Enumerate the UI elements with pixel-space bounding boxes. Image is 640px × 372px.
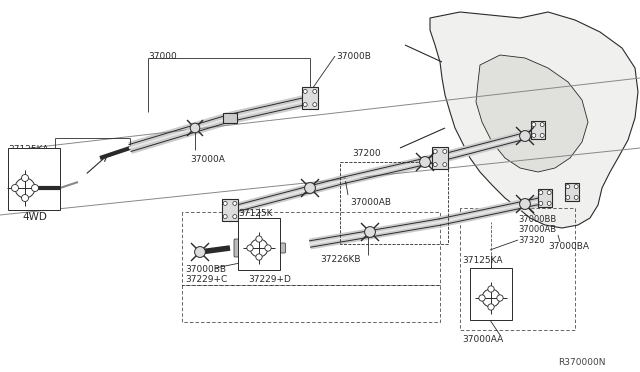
Text: 37229+D: 37229+D [248,275,291,284]
Circle shape [223,201,227,205]
Text: 37000A: 37000A [190,155,225,164]
Text: 37125KA: 37125KA [462,256,502,265]
Circle shape [195,247,205,257]
Circle shape [566,195,570,199]
FancyBboxPatch shape [244,240,255,256]
Text: 4WD: 4WD [22,212,47,222]
Circle shape [256,236,262,242]
Bar [238,218,280,270]
Bar [470,268,512,320]
Bar [222,199,238,221]
Circle shape [223,215,227,219]
Circle shape [233,201,237,205]
Circle shape [247,245,253,251]
Circle shape [256,254,262,260]
Text: 37200: 37200 [352,149,381,158]
Text: 37000B: 37000B [336,52,371,61]
Text: 37000: 37000 [148,52,177,61]
FancyBboxPatch shape [264,242,275,254]
Circle shape [433,163,437,167]
Circle shape [497,295,503,301]
Text: 37229+C: 37229+C [185,275,227,284]
Circle shape [22,174,29,182]
Text: 37125KA: 37125KA [8,145,49,154]
Circle shape [532,134,536,137]
Circle shape [547,201,551,205]
Circle shape [265,245,271,251]
FancyBboxPatch shape [254,241,266,255]
Polygon shape [476,55,588,172]
Bar [302,87,318,109]
Text: 37000AA: 37000AA [462,335,503,344]
Text: 37000AB: 37000AB [518,225,556,234]
FancyBboxPatch shape [234,239,246,257]
Circle shape [547,190,551,195]
Text: 37000BB: 37000BB [518,215,556,224]
Circle shape [12,185,19,192]
Text: 37125K: 37125K [238,209,273,218]
Circle shape [520,199,531,209]
Circle shape [443,163,447,167]
Circle shape [540,134,544,137]
Circle shape [566,185,570,189]
Circle shape [433,150,437,153]
Circle shape [313,103,317,107]
Bar [531,121,545,139]
Text: 37320: 37320 [518,236,545,245]
Circle shape [488,286,494,292]
Circle shape [303,103,307,107]
Text: 2WD: 2WD [22,195,47,205]
Text: 37226KB: 37226KB [320,255,360,264]
Text: 37000BB: 37000BB [185,265,226,274]
Text: 37000BA: 37000BA [548,242,589,251]
Circle shape [540,123,544,126]
Circle shape [22,195,29,202]
Circle shape [574,195,578,199]
Text: R370000N: R370000N [558,358,605,367]
Circle shape [443,150,447,153]
Circle shape [532,123,536,126]
Circle shape [303,89,307,93]
Circle shape [539,190,543,195]
Circle shape [488,304,494,310]
Bar [8,148,60,210]
Bar [538,189,552,207]
Circle shape [31,185,38,192]
Circle shape [190,123,200,133]
Bar [565,183,579,201]
Circle shape [520,131,531,141]
Text: 37000AB: 37000AB [350,198,391,207]
Circle shape [305,183,316,193]
Circle shape [574,185,578,189]
Bar [432,147,448,169]
FancyBboxPatch shape [274,243,285,253]
Circle shape [479,295,485,301]
Polygon shape [430,12,638,228]
Circle shape [539,201,543,205]
Bar [340,162,448,244]
Bar [223,113,237,123]
Circle shape [233,215,237,219]
Circle shape [365,227,376,237]
Circle shape [313,89,317,93]
Circle shape [420,157,430,167]
